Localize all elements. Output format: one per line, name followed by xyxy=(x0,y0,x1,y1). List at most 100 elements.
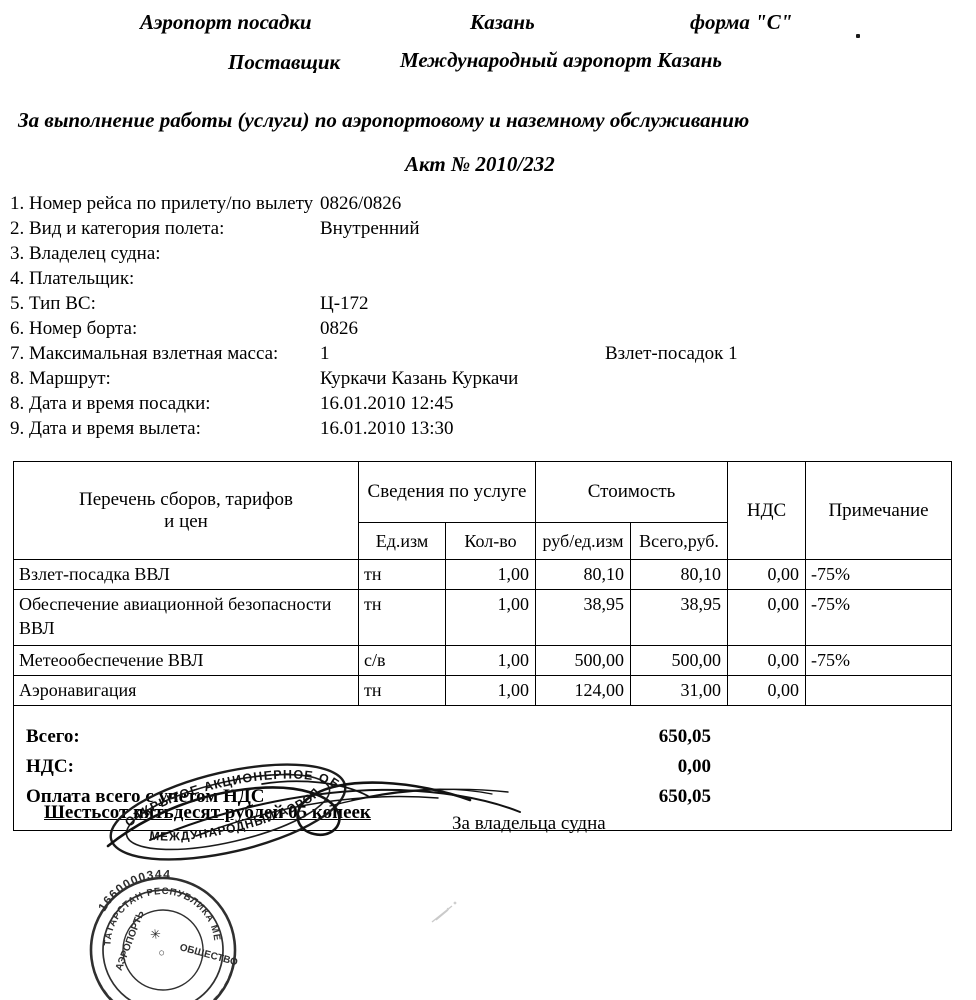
document-purpose: За выполнение работы (услуги) по аэропор… xyxy=(18,108,750,132)
row-unit: тн xyxy=(358,675,446,706)
row-note: -75% xyxy=(805,559,953,590)
svg-text:✳: ✳ xyxy=(149,926,162,942)
charges-table: Перечень сборов, тарифов и цен Сведения … xyxy=(12,461,953,831)
svg-text:АЭРОПОРТЬ: АЭРОПОРТЬ xyxy=(114,909,147,972)
total-vat-row: НДС: 0,00 xyxy=(14,753,951,783)
total-vat-value: 0,00 xyxy=(677,756,711,777)
total-sum-label: Всего: xyxy=(26,726,80,747)
info-value: Ц-172 xyxy=(320,293,369,314)
table-row: Обеспечение авиационной безопасности ВВЛ… xyxy=(13,589,953,646)
list-item: 8. Маршрут: Куркачи Казань Куркачи xyxy=(10,368,966,393)
col-header-qty: Кол-во xyxy=(444,522,537,560)
svg-text:ТАТАРСТАН РЕСПУБЛИКА МЕЖДУНАРО: ТАТАРСТАН РЕСПУБЛИКА МЕЖДУНАРОДНЫЙ xyxy=(96,879,223,960)
list-item: 5. Тип ВС: Ц-172 xyxy=(10,293,966,318)
row-qty: 1,00 xyxy=(444,675,537,706)
total-sum-row: Всего: 650,05 xyxy=(14,723,951,753)
row-vat: 0,00 xyxy=(727,645,807,676)
col-header-list: Перечень сборов, тарифов и цен xyxy=(13,461,359,560)
supplier-value: Международный аэропорт Казань xyxy=(400,48,722,72)
total-pay-value: 650,05 xyxy=(658,786,711,807)
owner-signature-label: За владельца судна xyxy=(452,813,606,834)
info-label: 7. Максимальная взлетная масса: xyxy=(10,343,279,364)
row-name: Обеспечение авиационной безопасности ВВЛ xyxy=(13,589,359,646)
row-name: Аэронавигация xyxy=(13,675,359,706)
act-number: Акт № 2010/232 xyxy=(405,152,555,176)
col-header-price: руб/ед.изм xyxy=(535,522,632,560)
svg-text:1660000344: 1660000344 xyxy=(91,865,176,915)
row-unit: тн xyxy=(358,559,446,590)
totals-block: Всего: 650,05 НДС: 0,00 Оплата всего с у… xyxy=(12,705,953,831)
row-vat: 0,00 xyxy=(727,675,807,706)
row-total: 80,10 xyxy=(630,559,729,590)
row-total: 38,95 xyxy=(630,589,729,646)
row-vat: 0,00 xyxy=(727,559,807,590)
info-label: 8. Дата и время посадки: xyxy=(10,393,211,414)
col-header-total: Всего,руб. xyxy=(630,522,729,560)
list-item: 6. Номер борта: 0826 xyxy=(10,318,966,343)
info-value: 16.01.2010 13:30 xyxy=(320,418,454,439)
info-value: 0826 xyxy=(320,318,358,339)
col-header-vat: НДС xyxy=(727,461,807,560)
form-code: форма "С" xyxy=(690,10,793,34)
landing-airport-label: Аэропорт посадки xyxy=(140,10,312,34)
list-item: 3. Владелец судна: xyxy=(10,243,966,268)
info-value: Внутренний xyxy=(320,218,420,239)
supplier-label: Поставщик xyxy=(228,50,341,74)
info-value: 16.01.2010 12:45 xyxy=(320,393,454,414)
table-row: Метеообеспечение ВВЛ с/в 1,00 500,00 500… xyxy=(13,645,953,676)
total-vat-label: НДС: xyxy=(26,756,74,777)
col-header-note: Примечание xyxy=(805,461,953,560)
info-value: 1 xyxy=(320,343,330,364)
row-price: 38,95 xyxy=(535,589,632,646)
info-label: 5. Тип ВС: xyxy=(10,293,96,314)
amount-in-words: Шестьсот пятьдесят рублей 05 копеек xyxy=(44,802,371,823)
svg-text:○: ○ xyxy=(158,947,166,960)
list-item: 7. Максимальная взлетная масса: 1 Взлет-… xyxy=(10,343,966,368)
col-header-list-line1: Перечень сборов, тарифов xyxy=(79,488,293,510)
row-price: 80,10 xyxy=(535,559,632,590)
scan-artifact xyxy=(431,901,457,923)
scan-speck xyxy=(856,34,860,38)
info-label: 2. Вид и категория полета: xyxy=(10,218,225,239)
flight-info-list: 1. Номер рейса по прилету/по вылету 0826… xyxy=(10,193,966,443)
list-item: 4. Плательщик: xyxy=(10,268,966,293)
info-value: 0826/0826 xyxy=(320,193,402,214)
total-sum-value: 650,05 xyxy=(658,726,711,747)
row-price: 124,00 xyxy=(535,675,632,706)
row-name: Взлет-посадка ВВЛ xyxy=(13,559,359,590)
info-label: 3. Владелец судна: xyxy=(10,243,161,264)
list-item: 2. Вид и категория полета: Внутренний xyxy=(10,218,966,243)
list-item: 8. Дата и время посадки: 16.01.2010 12:4… xyxy=(10,393,966,418)
row-note: -75% xyxy=(805,645,953,676)
row-note: -75% xyxy=(805,589,953,646)
row-total: 500,00 xyxy=(630,645,729,676)
col-header-service: Сведения по услуге xyxy=(357,461,537,523)
row-total: 31,00 xyxy=(630,675,729,706)
row-qty: 1,00 xyxy=(444,645,537,676)
landing-airport-value: Казань xyxy=(470,10,535,34)
info-label: 1. Номер рейса по прилету/по вылету xyxy=(10,193,314,214)
col-header-unit: Ед.изм xyxy=(358,522,446,560)
col-header-cost: Стоимость xyxy=(535,461,729,523)
col-header-list-line2: и цен xyxy=(164,510,208,532)
list-item: 9. Дата и время вылета: 16.01.2010 13:30 xyxy=(10,418,966,443)
row-vat: 0,00 xyxy=(727,589,807,646)
table-row: Аэронавигация тн 1,00 124,00 31,00 0,00 xyxy=(13,675,953,706)
info-label: 9. Дата и время вылета: xyxy=(10,418,201,439)
row-unit: тн xyxy=(358,589,446,646)
row-unit: с/в xyxy=(358,645,446,676)
takeoff-landing-count: Взлет-посадок 1 xyxy=(605,343,738,364)
table-row: Взлет-посадка ВВЛ тн 1,00 80,10 80,10 0,… xyxy=(13,559,953,590)
row-qty: 1,00 xyxy=(444,589,537,646)
table-subheader-row: Ед.изм Кол-во руб/ед.изм Всего,руб. xyxy=(14,522,952,560)
round-official-seal: 1660000344 ТАТАРСТАН РЕСПУБЛИКА МЕЖДУНАР… xyxy=(89,865,239,1000)
list-item: 1. Номер рейса по прилету/по вылету 0826… xyxy=(10,193,966,218)
info-label: 4. Плательщик: xyxy=(10,268,135,289)
info-value: Куркачи Казань Куркачи xyxy=(320,368,519,389)
row-price: 500,00 xyxy=(535,645,632,676)
row-note xyxy=(805,675,953,706)
table-header-row: Перечень сборов, тарифов и цен Сведения … xyxy=(13,461,953,560)
info-label: 6. Номер борта: xyxy=(10,318,138,339)
info-label: 8. Маршрут: xyxy=(10,368,111,389)
